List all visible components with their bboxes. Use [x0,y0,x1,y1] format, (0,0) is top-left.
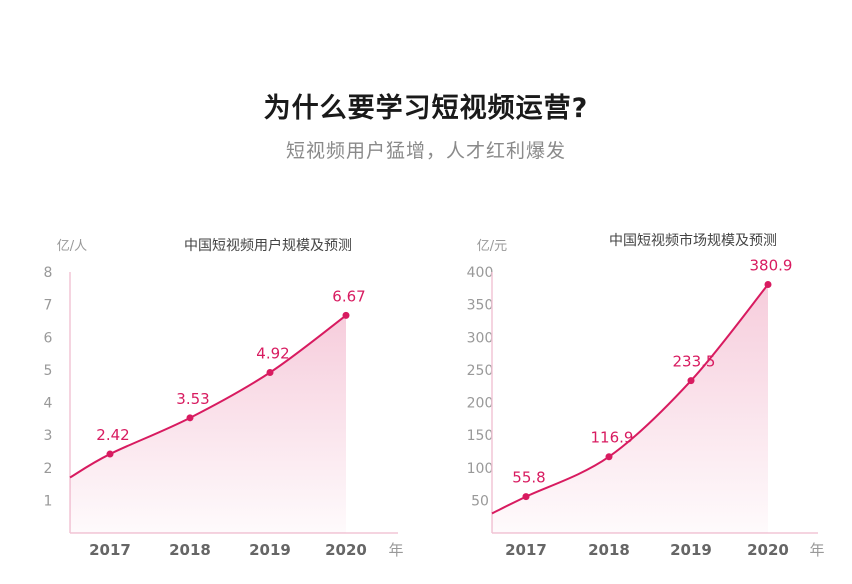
y-tick-label: 300 [467,330,494,346]
y-tick-label: 250 [467,363,494,379]
series-line [491,283,769,515]
y-tick-label: 150 [467,428,494,444]
y-tick-label: 350 [467,298,494,314]
y-tick-label: 3 [44,428,53,444]
area-fill [70,315,346,533]
data-label: 4.92 [256,344,289,362]
y-unit-label: 亿/人 [57,239,87,254]
data-label: 3.53 [176,390,209,408]
chart-title: 中国短视频用户规模及预测 [184,237,352,254]
data-point [522,493,530,501]
data-point [687,377,695,385]
x-tick-label: 2018 [588,541,630,559]
data-point [186,414,194,422]
y-unit-label: 亿/元 [477,239,507,254]
x-tick-label: 2017 [89,541,131,559]
y-tick-label: 400 [467,265,494,281]
y-tick-label: 2 [44,461,53,477]
x-tick-label: 2020 [747,541,789,559]
data-label: 2.42 [96,426,129,444]
data-label: 380.9 [750,256,793,274]
x-tick-label: 2019 [670,541,712,559]
y-tick-label: 8 [44,265,53,281]
data-point [106,450,114,458]
y-tick-label: 1 [44,493,53,509]
x-tick-label: 2017 [505,541,547,559]
data-point [266,368,274,376]
data-point [342,311,350,319]
data-label: 6.67 [332,287,365,305]
x-tick-label: 2018 [169,541,211,559]
y-tick-label: 7 [44,298,53,314]
x-axis-unit: 年 [388,541,403,559]
y-tick-label: 200 [467,396,494,412]
data-point [605,453,613,461]
data-label: 233.5 [673,353,716,371]
y-tick-label: 5 [44,363,53,379]
y-tick-label: 50 [471,493,489,509]
y-tick-label: 100 [467,461,494,477]
x-tick-label: 2019 [249,541,291,559]
y-tick-label: 6 [44,330,53,346]
x-tick-label: 2020 [325,541,367,559]
area-fill [492,284,768,533]
data-point [764,280,772,288]
y-tick-label: 4 [44,396,53,412]
data-label: 116.9 [591,429,634,447]
page-subtitle: 短视频用户猛增，人才红利爆发 [285,140,566,162]
data-label: 55.8 [512,469,545,487]
page-title: 为什么要学习短视频运营? [263,93,589,124]
chart-title: 中国短视频市场规模及预测 [609,232,777,249]
x-axis-unit: 年 [809,541,824,559]
